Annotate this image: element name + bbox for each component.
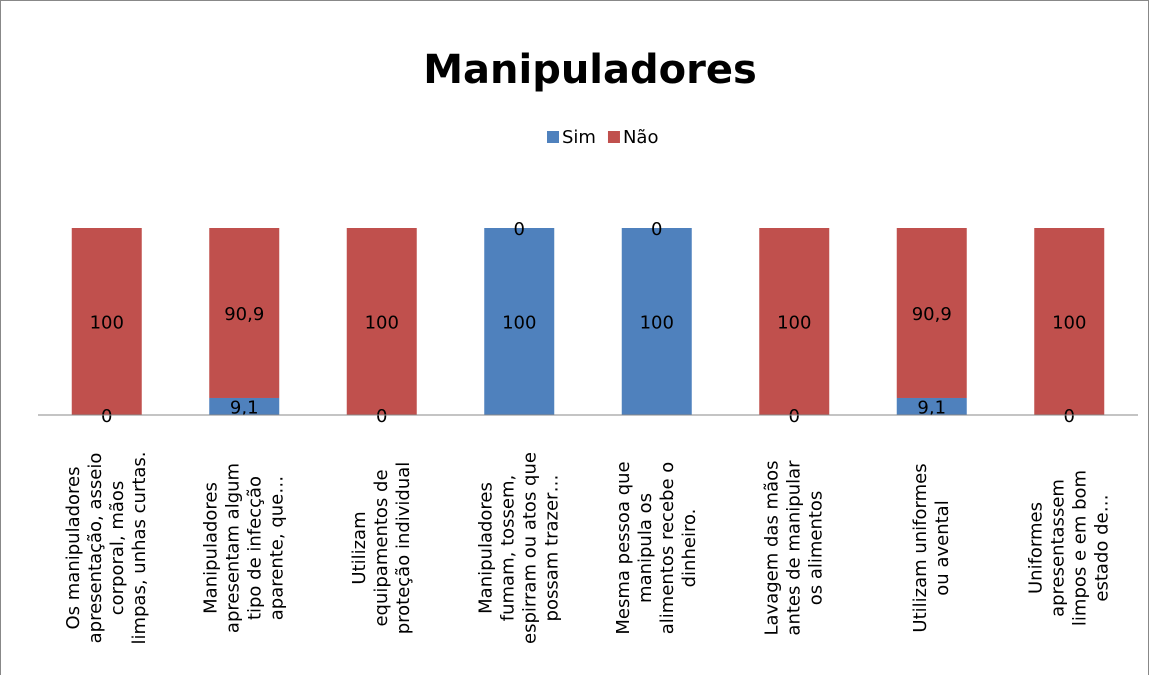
data-label: 100: [365, 313, 399, 334]
x-tick-label: Manipuladoresapresentam algumtipo de inf…: [200, 463, 287, 633]
legend-swatch: [547, 131, 559, 143]
bar-segment: [346, 228, 417, 415]
data-label: 90,9: [912, 304, 952, 325]
x-tick-label: Uniformesapresentassemlimpos e em bomest…: [1025, 470, 1112, 626]
legend-swatch: [607, 131, 620, 143]
bar-segment: [71, 228, 142, 415]
bar-segment: [896, 228, 967, 398]
data-label: 9,1: [230, 397, 259, 418]
data-label: 0: [514, 219, 525, 240]
legend-label: Sim: [562, 127, 596, 148]
data-label: 0: [376, 406, 387, 427]
legend-label: Não: [623, 127, 659, 148]
bar-segment: [759, 228, 830, 415]
data-label: 0: [101, 406, 112, 427]
bar-segment: [209, 228, 280, 398]
data-label: 100: [90, 313, 124, 334]
data-label: 90,9: [224, 304, 264, 325]
x-tick-label: Utilizam uniformesou avental: [910, 463, 953, 632]
data-label: 100: [777, 313, 811, 334]
x-tick-label: Lavagem das mãosantes de manipularos ali…: [761, 460, 826, 636]
bar-segment: [209, 397, 280, 415]
x-tick-label: Utilizamequipamentos deproteção individu…: [349, 462, 414, 635]
data-label: 100: [640, 313, 674, 334]
chart-title: Manipuladores: [423, 47, 757, 93]
data-label: 100: [502, 313, 536, 334]
bar-segment: [621, 228, 692, 415]
bar-segment: [484, 228, 555, 415]
x-tick-label: Manipuladoresfumam, tossem,espirram ou a…: [475, 452, 562, 644]
data-label: 9,1: [917, 397, 946, 418]
data-label: 0: [651, 219, 662, 240]
data-label: 0: [789, 406, 800, 427]
x-tick-label: Mesma pessoa quemanipula osalimentos rec…: [613, 461, 700, 634]
data-label: 0: [1064, 406, 1075, 427]
bar-segment: [1034, 228, 1105, 415]
bar-segment: [896, 397, 967, 415]
data-label: 100: [1052, 313, 1086, 334]
x-tick-label: Os manipuladoresapresentação, asseiocorp…: [63, 451, 150, 644]
